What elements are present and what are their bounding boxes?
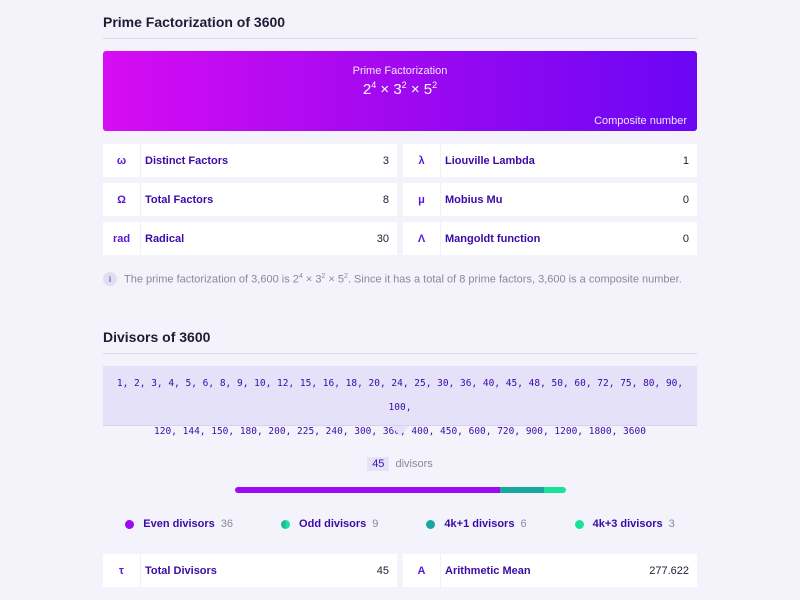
card-radical: rad Radical 30 (103, 222, 397, 255)
info-exp-2: 2 (321, 272, 326, 280)
legend-count: 6 (520, 518, 527, 530)
info-base-3: 5 (337, 273, 345, 286)
card-label: Total Divisors (145, 564, 217, 577)
divisor-count: 45 divisors (0, 457, 800, 471)
4k1-dot-icon (426, 519, 436, 529)
divisor-cards: τ Total Divisors 45 A Arithmetic Mean 27… (103, 554, 697, 587)
card-value: 0 (682, 193, 689, 206)
card-liouville-lambda: λ Liouville Lambda 1 (403, 144, 697, 177)
factorization-hero: Prime Factorization 24 × 32 × 52 Composi… (103, 51, 697, 131)
legend-name: Even divisors (143, 518, 215, 530)
info-icon: i (103, 272, 117, 286)
card-value: 3 (382, 154, 389, 167)
card-value: 277.622 (649, 564, 689, 577)
mu-symbol: μ (403, 183, 441, 216)
info-exp-3: 2 (344, 272, 348, 280)
divisor-legend: Even divisors 36 Odd divisors 9 4k+1 div… (0, 518, 800, 530)
divisors-title: Divisors of 3600 (103, 329, 697, 354)
info-text: The prime factorization of 3,600 is 24 ×… (124, 272, 682, 286)
legend-even: Even divisors 36 (125, 518, 233, 530)
card-label: Distinct Factors (145, 154, 229, 167)
legend-name: 4k+1 divisors (444, 518, 515, 530)
tau-symbol: τ (103, 554, 141, 587)
legend-4k3: 4k+3 divisors 3 (574, 518, 675, 530)
big-omega-symbol: Ω (103, 183, 141, 216)
omega-symbol: ω (103, 144, 141, 177)
info-suffix: . Since it has a total of 8 prime factor… (347, 273, 682, 286)
legend-4k1: 4k+1 divisors 6 (426, 518, 527, 530)
bar-segment-even (235, 487, 500, 493)
factorization-info: i The prime factorization of 3,600 is 24… (103, 272, 697, 286)
factorization-formula: 24 × 32 × 52 (362, 80, 438, 98)
card-total-factors: Ω Total Factors 8 (103, 183, 397, 216)
4k3-dot-icon (574, 519, 584, 529)
exponent-1: 4 (371, 80, 377, 90)
factorization-cards: ω Distinct Factors 3 λ Liouville Lambda … (103, 144, 697, 255)
odd-dot-icon (281, 519, 291, 529)
divisors-pointer (391, 426, 409, 436)
card-value: 45 (376, 564, 389, 577)
info-base-1: 2 (292, 273, 299, 286)
base-1: 2 (362, 81, 372, 98)
card-value: 30 (376, 232, 389, 245)
legend-count: 36 (220, 518, 234, 530)
rad-symbol: rad (103, 222, 141, 255)
divisor-distribution-bar (235, 487, 566, 493)
bar-segment-4k3 (543, 487, 566, 493)
big-lambda-symbol: Λ (403, 222, 441, 255)
card-total-divisors: τ Total Divisors 45 (103, 554, 397, 587)
divisors-line-1: 1, 2, 3, 4, 5, 6, 8, 9, 10, 12, 15, 16, … (116, 378, 684, 413)
info-prefix: The prime factorization of 3,600 is (124, 273, 293, 286)
info-base-2: 3 (315, 273, 322, 286)
card-distinct-factors: ω Distinct Factors 3 (103, 144, 397, 177)
lambda-symbol: λ (403, 144, 441, 177)
legend-count: 9 (372, 518, 379, 530)
card-label: Radical (145, 232, 185, 245)
legend-odd: Odd divisors 9 (281, 518, 378, 530)
exponent-3: 2 (432, 80, 438, 90)
card-value: 1 (682, 154, 689, 167)
legend-name: 4k+3 divisors (592, 518, 663, 530)
divisor-count-number: 45 (367, 457, 390, 471)
card-value: 8 (382, 193, 389, 206)
card-label: Liouville Lambda (445, 154, 535, 167)
divisor-count-label: divisors (395, 458, 433, 470)
card-label: Mangoldt function (445, 232, 541, 245)
card-label: Mobius Mu (445, 193, 503, 206)
mean-symbol: A (403, 554, 441, 587)
card-mobius-mu: μ Mobius Mu 0 (403, 183, 697, 216)
legend-name: Odd divisors (299, 518, 367, 530)
bar-segment-4k1 (499, 487, 544, 493)
card-label: Arithmetic Mean (445, 564, 531, 577)
hero-label: Prime Factorization (352, 65, 448, 77)
card-arithmetic-mean: A Arithmetic Mean 277.622 (403, 554, 697, 587)
info-exp-1: 4 (298, 272, 303, 280)
base-2: 3 (393, 81, 402, 98)
divisors-list: 1, 2, 3, 4, 5, 6, 8, 9, 10, 12, 15, 16, … (103, 366, 697, 437)
factorization-title: Prime Factorization of 3600 (103, 14, 697, 39)
exponent-2: 2 (401, 80, 407, 90)
card-label: Total Factors (145, 193, 214, 206)
base-3: 5 (423, 81, 433, 98)
composite-note: Composite number (594, 115, 687, 127)
even-dot-icon (125, 519, 135, 529)
legend-count: 3 (668, 518, 675, 530)
card-value: 0 (682, 232, 689, 245)
card-mangoldt: Λ Mangoldt function 0 (403, 222, 697, 255)
